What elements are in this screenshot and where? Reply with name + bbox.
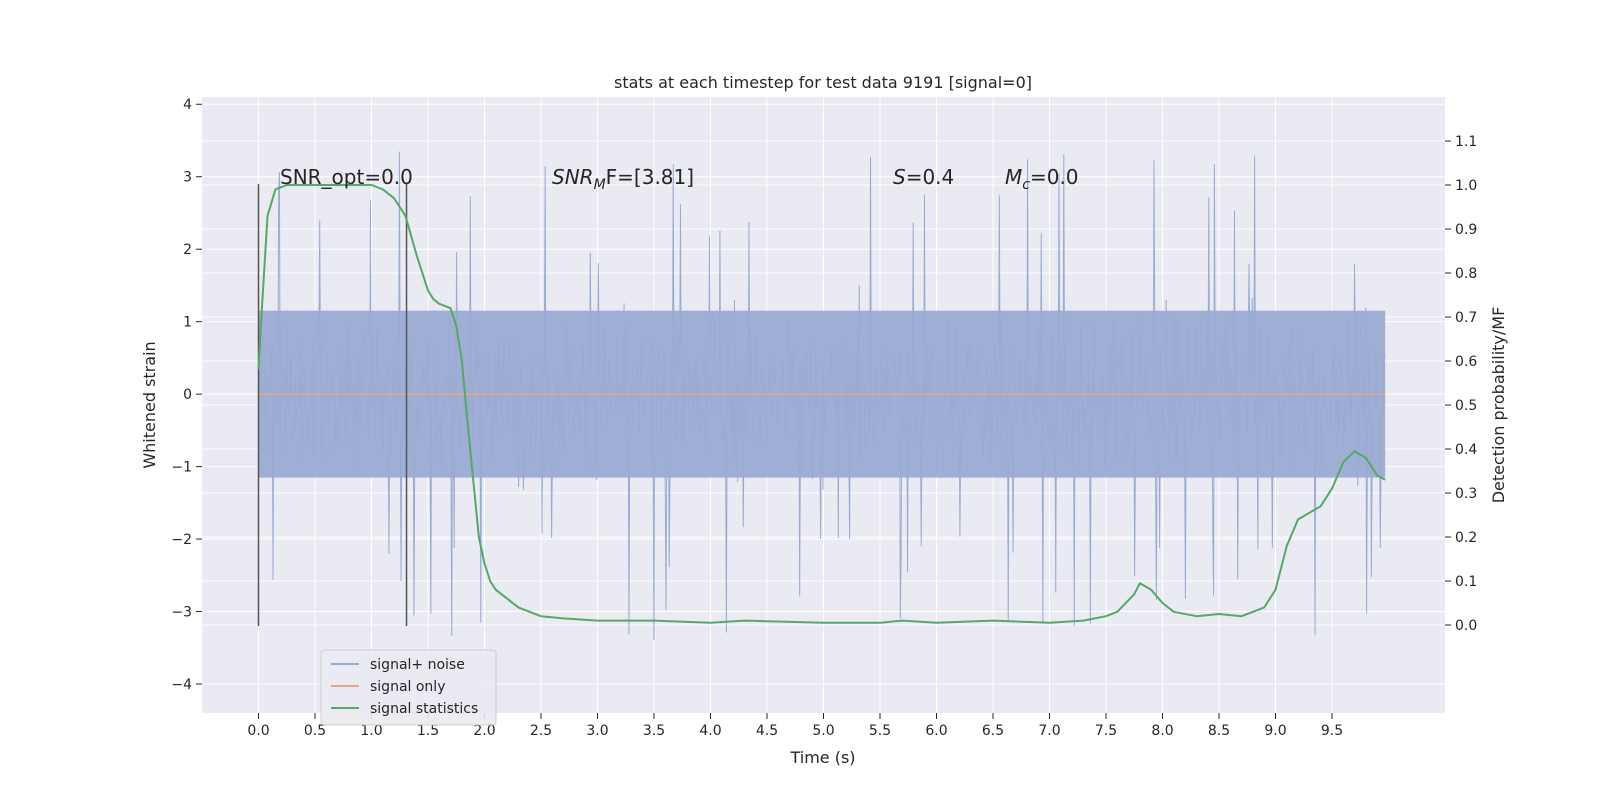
y2-tick-label: 0.0 bbox=[1455, 618, 1477, 634]
snr-mf-symbol: SNR bbox=[552, 165, 594, 189]
x-tick-label: 7.5 bbox=[1095, 723, 1117, 739]
s-symbol: S bbox=[893, 165, 906, 189]
y2-tick-label: 1.1 bbox=[1455, 134, 1477, 150]
annotation-mc: Mc=0.0 bbox=[1005, 165, 1079, 193]
x-tick-label: 3.5 bbox=[643, 723, 665, 739]
y-tick-label: −1 bbox=[171, 460, 192, 476]
y-tick-label: −2 bbox=[171, 532, 192, 548]
chart-title: stats at each timestep for test data 919… bbox=[614, 73, 1032, 92]
y2-tick-label: 0.4 bbox=[1455, 442, 1477, 458]
legend-label-signal-statistics: signal statistics bbox=[370, 701, 478, 717]
x-tick-label: 4.0 bbox=[699, 723, 721, 739]
annotation-snr-opt: SNR_opt=0.0 bbox=[280, 165, 413, 189]
y2-axis-title: Detection probability/MF bbox=[1489, 307, 1508, 504]
mc-symbol: M bbox=[1005, 165, 1022, 189]
mc-value: =0.0 bbox=[1030, 165, 1079, 189]
snr-mf-subscript: M bbox=[594, 177, 606, 193]
signal-statistics-line bbox=[257, 184, 1386, 624]
marker-lines bbox=[257, 183, 408, 627]
y-axis-title: Whitened strain bbox=[140, 341, 159, 468]
x-tick-label: 7.0 bbox=[1038, 723, 1060, 739]
x-tick-label: 2.0 bbox=[473, 723, 495, 739]
x-tick-label: 9.5 bbox=[1321, 723, 1343, 739]
annotation-snr-mf: SNRMF=[3.81] bbox=[552, 165, 694, 193]
y2-tick-label: 0.6 bbox=[1455, 354, 1477, 370]
y2-axis-ticks: 1.1 1.0 0.9 0.8 0.7 0.6 0.5 0.4 0.3 0.2 0.1 0.0 bbox=[1445, 134, 1477, 634]
legend-box bbox=[320, 649, 497, 726]
x-axis-ticks: 0.0 0.5 1.0 1.5 2.0 2.5 3.0 3.5 4.0 4.5 5.0 5.5 6.0 6… bbox=[247, 713, 1343, 739]
y2-tick-label: 1.0 bbox=[1455, 178, 1477, 194]
snr-mf-value: F=[3.81] bbox=[606, 165, 694, 189]
legend-label-signal-only: signal only bbox=[370, 679, 445, 695]
y-tick-label: −3 bbox=[171, 605, 192, 621]
y-tick-label: 1 bbox=[183, 315, 192, 331]
y2-tick-label: 0.7 bbox=[1455, 310, 1477, 326]
x-tick-label: 1.5 bbox=[417, 723, 439, 739]
y-tick-label: 2 bbox=[183, 242, 192, 258]
y2-tick-label: 0.1 bbox=[1455, 574, 1477, 590]
y-tick-label: 3 bbox=[183, 170, 192, 186]
x-tick-label: 4.5 bbox=[756, 723, 778, 739]
x-tick-label: 3.0 bbox=[586, 723, 608, 739]
mc-subscript: c bbox=[1022, 177, 1030, 193]
y-tick-label: −4 bbox=[171, 677, 192, 693]
x-tick-label: 2.5 bbox=[530, 723, 552, 739]
x-tick-label: 0.0 bbox=[247, 723, 269, 739]
x-tick-label: 0.5 bbox=[304, 723, 326, 739]
x-axis-title: Time (s) bbox=[789, 748, 855, 767]
legend: signal+ noise signal only signal statist… bbox=[320, 649, 497, 726]
y2-tick-label: 0.5 bbox=[1455, 398, 1477, 414]
y2-tick-label: 0.9 bbox=[1455, 222, 1477, 238]
x-tick-label: 8.0 bbox=[1151, 723, 1173, 739]
x-tick-label: 6.5 bbox=[982, 723, 1004, 739]
y2-tick-label: 0.2 bbox=[1455, 530, 1477, 546]
signal-statistics-series bbox=[257, 184, 1386, 624]
x-tick-label: 1.0 bbox=[360, 723, 382, 739]
x-tick-label: 9.0 bbox=[1264, 723, 1286, 739]
x-tick-label: 6.0 bbox=[925, 723, 947, 739]
y2-tick-label: 0.8 bbox=[1455, 266, 1477, 282]
y-tick-label: 4 bbox=[183, 97, 192, 113]
legend-label-signal-noise: signal+ noise bbox=[370, 657, 465, 673]
y-tick-label: 0 bbox=[183, 387, 192, 403]
s-value: =0.4 bbox=[906, 165, 955, 189]
annotation-s: S=0.4 bbox=[893, 165, 954, 189]
x-tick-label: 8.5 bbox=[1208, 723, 1230, 739]
y-axis-ticks: 4 3 2 1 0 −1 −2 −3 −4 bbox=[171, 97, 202, 693]
y2-tick-label: 0.3 bbox=[1455, 486, 1477, 502]
x-tick-label: 5.5 bbox=[869, 723, 891, 739]
x-tick-label: 5.0 bbox=[812, 723, 834, 739]
